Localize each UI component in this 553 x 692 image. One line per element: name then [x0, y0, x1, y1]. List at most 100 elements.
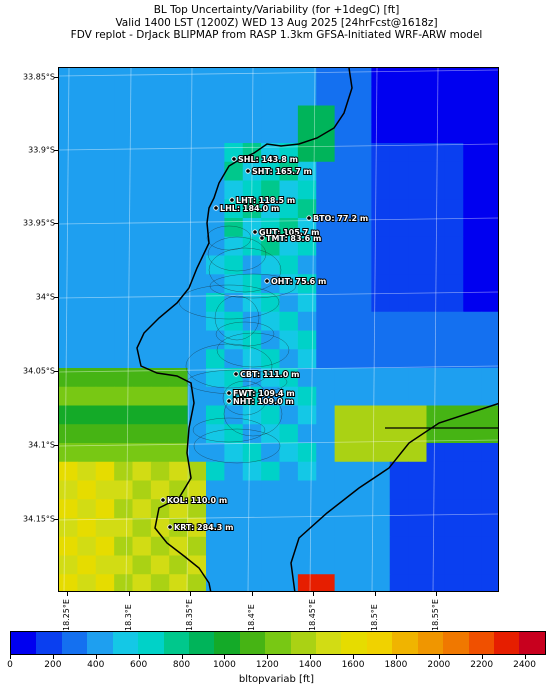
heatmap-cell: [224, 405, 244, 425]
heatmap-cell: [59, 368, 78, 388]
heatmap-cell: [389, 574, 409, 591]
heatmap-cell: [261, 574, 280, 591]
heatmap-cell: [444, 518, 464, 538]
station-bto[interactable]: BTO: 77.2 m: [306, 213, 369, 224]
heatmap-cell: [150, 461, 170, 481]
heatmap-cell: [242, 349, 262, 369]
colorbar-segment: [519, 632, 545, 654]
heatmap-cell: [371, 199, 391, 219]
station-dot: [259, 235, 265, 241]
station-shl[interactable]: SHL: 143.8 m: [231, 154, 299, 165]
heatmap-cell: [408, 68, 427, 88]
heatmap-cell: [463, 536, 483, 556]
station-fwt[interactable]: FWT: 109.4 m: [226, 388, 296, 399]
heatmap-cell: [444, 480, 464, 500]
heatmap-cell: [224, 180, 244, 200]
heatmap-cell: [334, 293, 354, 313]
heatmap-cell: [132, 311, 152, 331]
heatmap-cell: [426, 274, 446, 294]
heatmap-cell: [408, 555, 427, 575]
station-nht[interactable]: NHT: 109.0 m: [226, 396, 295, 407]
heatmap-cell: [187, 368, 207, 388]
heatmap-cell: [59, 349, 78, 369]
heatmap-cell: [261, 105, 280, 125]
heatmap-cell: [316, 574, 336, 591]
heatmap-cell: [279, 424, 299, 444]
heatmap-cell: [261, 555, 280, 575]
station-label: GUT: 105.7 m: [259, 228, 320, 237]
heatmap-cell: [316, 461, 336, 481]
heatmap-cell: [187, 330, 207, 350]
colorbar-segment: [316, 632, 342, 654]
station-lht[interactable]: LHT: 118.5 m: [229, 195, 296, 206]
heatmap-cell: [242, 386, 262, 406]
heatmap-cells: [59, 68, 498, 591]
station-tmt[interactable]: TMT: 83.6 m: [259, 233, 322, 244]
heatmap-cell: [206, 480, 225, 500]
latitude-tick-mark: [54, 77, 58, 78]
colorbar-segment: [265, 632, 291, 654]
heatmap-cell: [371, 143, 391, 163]
heatmap-cell: [77, 330, 97, 350]
heatmap-cell: [114, 443, 133, 463]
heatmap-cell: [114, 574, 133, 591]
heatmap-cell: [389, 105, 409, 125]
station-label: SHL: 143.8 m: [238, 155, 298, 164]
heatmap-cell: [95, 293, 115, 313]
heatmap-cell: [59, 199, 78, 219]
map-plot-area[interactable]: SHL: 143.8 m SHT: 165.7 m LHT: 118.5 m LHL:…: [58, 67, 499, 592]
heatmap-cell: [334, 461, 354, 481]
heatmap-cell: [150, 311, 170, 331]
heatmap-cell: [463, 199, 483, 219]
heatmap-cell: [444, 236, 464, 256]
heatmap-cell: [481, 143, 498, 163]
heatmap-cell: [353, 255, 372, 275]
station-gut[interactable]: GUT: 105.7 m: [252, 227, 321, 238]
heatmap-cell: [187, 180, 207, 200]
heatmap-cell: [169, 330, 189, 350]
heatmap-cell: [444, 536, 464, 556]
heatmap-cell: [224, 199, 244, 219]
heatmap-cell: [114, 255, 133, 275]
colorbar-tick-mark: [310, 655, 312, 659]
heatmap-cell: [426, 386, 446, 406]
heatmap-cell: [95, 68, 115, 88]
latitude-gridline: [59, 365, 498, 373]
longitude-tick-mark: [67, 592, 68, 596]
station-lhl[interactable]: LHL: 184.0 m: [213, 203, 280, 214]
heatmap-cell: [463, 555, 483, 575]
heatmap-cell: [353, 274, 372, 294]
heatmap-cell: [114, 480, 133, 500]
heatmap-cell: [334, 218, 354, 238]
heatmap-cell: [279, 443, 299, 463]
station-kol[interactable]: KOL: 110.0 m: [160, 495, 228, 506]
heatmap-cell: [334, 499, 354, 519]
heatmap-cell: [389, 368, 409, 388]
heatmap-cell: [169, 555, 189, 575]
station-sht[interactable]: SHT: 165.7 m: [245, 166, 313, 177]
heatmap-cell: [353, 518, 372, 538]
heatmap-cell: [463, 443, 483, 463]
heatmap-cell: [279, 574, 299, 591]
heatmap-cell: [481, 461, 498, 481]
station-dot: [167, 524, 173, 530]
heatmap-cell: [187, 555, 207, 575]
heatmap-cell: [169, 86, 189, 106]
colorbar-tick-mark: [267, 655, 269, 659]
station-dot: [231, 156, 237, 162]
station-krt[interactable]: KRT: 284.3 m: [167, 522, 234, 533]
station-oht[interactable]: OHT: 75.6 m: [264, 276, 327, 287]
heatmap-cell: [408, 480, 427, 500]
station-label: SHT: 165.7 m: [252, 167, 312, 176]
heatmap-cell: [95, 443, 115, 463]
longitude-gridline: [63, 68, 70, 591]
heatmap-cell: [334, 255, 354, 275]
heatmap-cell: [334, 368, 354, 388]
heatmap-cell: [463, 293, 483, 313]
colorbar-tick-label: 2000: [427, 660, 451, 670]
heatmap-cell: [132, 293, 152, 313]
heatmap-cell: [426, 124, 446, 144]
heatmap-cell: [206, 518, 225, 538]
station-cbt[interactable]: CBT: 111.0 m: [233, 369, 300, 380]
heatmap-cell: [353, 105, 372, 125]
